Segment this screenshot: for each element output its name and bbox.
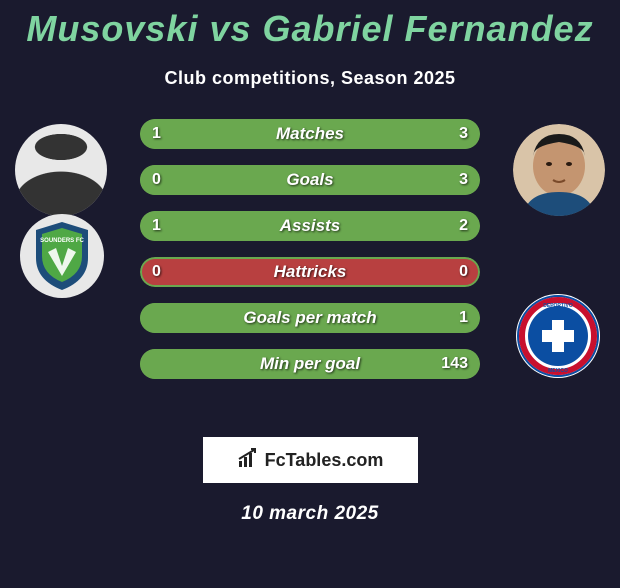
cruz-azul-badge-icon: DEPORTIVO MEXICO: [514, 292, 602, 380]
comparison-date: 10 march 2025: [0, 503, 620, 525]
player-silhouette-icon: [15, 124, 107, 216]
season-subtitle: Club competitions, Season 2025: [0, 68, 620, 89]
fctables-logo-icon: [237, 447, 259, 474]
comparison-title: Musovski vs Gabriel Fernandez: [0, 8, 620, 50]
stat-value-left: 1: [152, 211, 161, 241]
stat-row: Goals per match1: [140, 303, 480, 333]
player-right-face-icon: [513, 124, 605, 216]
stat-row: Hattricks0 0: [140, 257, 480, 287]
stat-value-right: 1: [459, 303, 468, 333]
stat-value-left: 0: [152, 257, 161, 287]
club-logo-left: SOUNDERS FC: [18, 212, 106, 300]
stat-bars: Matches13Goals03Assists12Hattricks00Goal…: [140, 119, 480, 395]
stat-row: Goals0 3: [140, 165, 480, 195]
stat-value-right: 3: [459, 165, 468, 195]
player-right-photo: [513, 124, 605, 216]
stat-label: Min per goal: [140, 349, 480, 379]
stat-value-right: 2: [459, 211, 468, 241]
club-logo-right: DEPORTIVO MEXICO: [514, 292, 602, 380]
stat-value-right: 143: [441, 349, 468, 379]
stat-row: Assists1 2: [140, 211, 480, 241]
stat-label: Hattricks: [140, 257, 480, 287]
stat-label: Goals per match: [140, 303, 480, 333]
stat-row: Min per goal143: [140, 349, 480, 379]
stat-label: Goals: [140, 165, 480, 195]
branding-badge: FcTables.com: [203, 437, 418, 483]
svg-text:SOUNDERS FC: SOUNDERS FC: [40, 238, 84, 244]
stat-value-right: 0: [459, 257, 468, 287]
svg-text:MEXICO: MEXICO: [548, 368, 568, 374]
branding-text: FcTables.com: [265, 450, 384, 471]
stat-label: Assists: [140, 211, 480, 241]
sounders-badge-icon: SOUNDERS FC: [18, 212, 106, 300]
comparison-content: SOUNDERS FC DEPORTIVO MEXICO Matches13Go…: [0, 119, 620, 419]
stat-value-right: 3: [459, 119, 468, 149]
svg-text:DEPORTIVO: DEPORTIVO: [543, 303, 573, 309]
player-left-photo: [15, 124, 107, 216]
stat-value-left: 0: [152, 165, 161, 195]
stat-row: Matches1 3: [140, 119, 480, 149]
stat-value-left: 1: [152, 119, 161, 149]
stat-label: Matches: [140, 119, 480, 149]
